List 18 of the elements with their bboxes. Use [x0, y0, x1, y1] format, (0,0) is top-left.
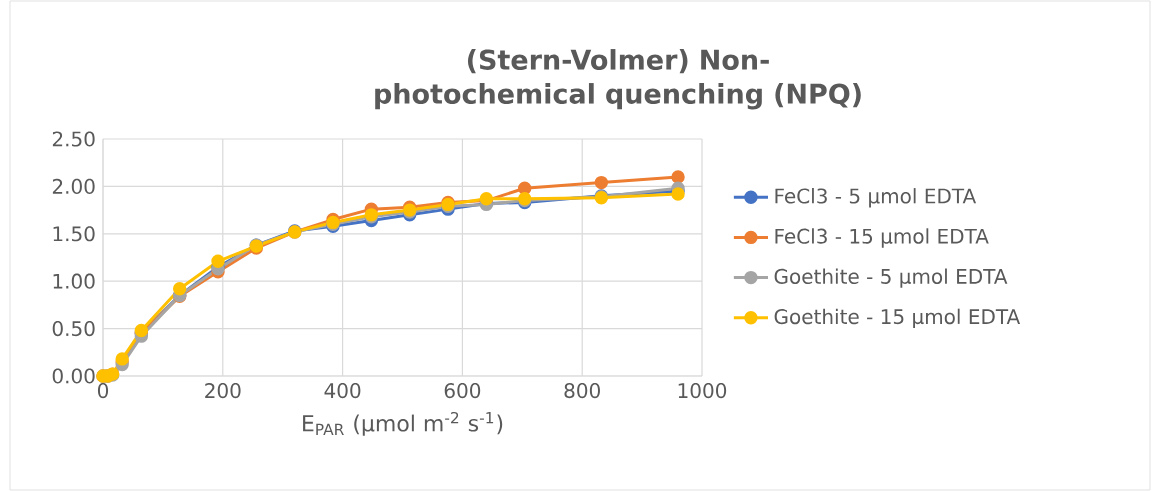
y-tick-label: 2.50 [52, 131, 95, 147]
x-axis-title: E$_{PAR}$ (µmol m$^{-2}$ s$^{-1}$) [303, 411, 503, 436]
legend-label: FeCl3 - 5 µmol EDTA [775, 188, 977, 208]
y-tick-label: 1.00 [53, 273, 95, 289]
legend-label: Goethite - 5 µmol EDTA [774, 268, 1008, 288]
y-tick-label: 0.50 [52, 321, 95, 337]
x-tick-label: 400 [324, 383, 361, 399]
x-tick-label: 0 [97, 383, 109, 399]
x-tick-label: 600 [444, 383, 481, 399]
x-tick-label: 800 [564, 383, 600, 399]
legend-label: Goethite - 15 µmol EDTA [774, 308, 1021, 329]
y-tick-label: 2.00 [52, 178, 95, 194]
x-tick-label: 200 [205, 383, 241, 399]
y-tick-label: 0.00 [52, 368, 95, 384]
legend-label: FeCl3 - 15 µmol EDTA [775, 228, 989, 248]
x-tick-label: 1000 [678, 383, 727, 399]
chart-title: (Stern-Volmer) Non-photochemical quenching (NPQ) [375, 49, 861, 110]
y-tick-label: 1.50 [53, 226, 95, 242]
